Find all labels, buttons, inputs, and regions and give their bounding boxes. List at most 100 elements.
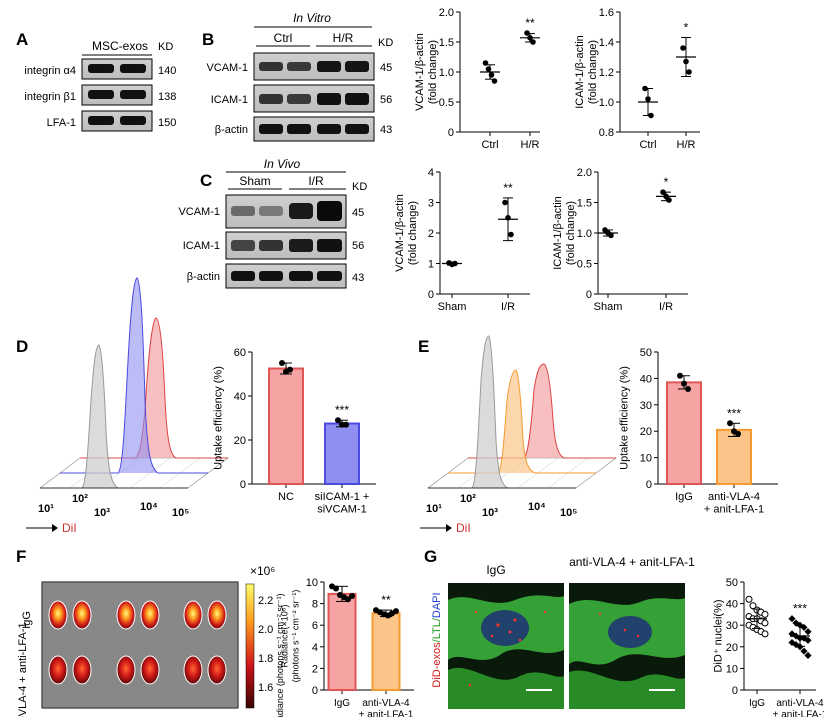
data-point — [335, 417, 341, 424]
flow-e-tick: 10¹ — [426, 503, 442, 515]
y-tick-label: 1.4 — [599, 37, 614, 49]
chart-f-radiance: 0 2 4 6 8 10 Radiance(×10⁶) (photons s⁻¹ cm⁻² s… — [280, 577, 414, 717]
flow-e-tick: 10³ — [482, 507, 498, 519]
flow-d-tick: 10⁵ — [172, 507, 189, 519]
data-point — [666, 197, 672, 203]
y-axis-label: DiD⁺ nuclei(%) — [713, 599, 725, 672]
data-point — [800, 647, 808, 655]
significance-mark: ** — [503, 181, 513, 195]
y-axis-label: (fold change) — [427, 40, 439, 104]
data-point — [279, 360, 285, 366]
data-point — [287, 366, 293, 373]
x-tick-label: siICAM-1 + siVCAM-1 — [315, 491, 370, 516]
x-tick-label: anti-VLA-4 + anit-LFA-1 — [773, 698, 824, 717]
flow-e-arrow-head — [446, 524, 452, 532]
blot-a-band — [88, 64, 114, 73]
imaging-f-row-label-1: IgG — [21, 611, 33, 629]
blot-b-band — [345, 93, 369, 105]
imaging-f-kidney — [183, 655, 203, 685]
data-point — [393, 608, 399, 615]
y-tick-label: 0 — [586, 289, 592, 301]
imaging-g-tubule — [569, 670, 685, 709]
imaging-g-col-label-1: IgG — [486, 563, 505, 577]
y-axis-label-group: Uptake efficiency (%) — [213, 366, 225, 470]
bar — [371, 612, 401, 692]
data-point — [345, 596, 351, 603]
imaging-f-kidney — [207, 655, 227, 685]
y-axis-label-group: VCAM-1/β-actin (fold change) — [394, 194, 419, 272]
blot-a-kd-2: 138 — [158, 91, 176, 103]
flow-d-arrow-head — [52, 524, 58, 532]
imaging-f-kidney-row-2 — [48, 655, 227, 685]
blot-c-band — [317, 201, 342, 221]
y-axis-label: Uptake efficiency (%) — [213, 366, 225, 470]
bar — [324, 422, 360, 485]
chart-b-icam: 0.8 1.0 1.2 1.4 1.6 ICAM-1/β-actin (fold chang… — [574, 7, 700, 151]
blot-c-band — [289, 203, 313, 219]
data-point — [804, 628, 812, 636]
flow-d-axis-label: DiI — [62, 521, 77, 535]
flow-e-tick: 10⁴ — [528, 501, 546, 513]
blot-b-row-label-3: β-actin — [215, 124, 248, 136]
panel-letter-a: A — [16, 30, 28, 49]
significance-mark: * — [664, 175, 669, 189]
blot-b-group-1: Ctrl — [274, 31, 293, 45]
flow-e-tick: 10⁵ — [560, 507, 577, 519]
y-axis-label-group: DiD⁺ nuclei(%) — [713, 599, 725, 672]
flow-d-tick: 10¹ — [38, 503, 54, 515]
flow-e-hist-orange — [448, 369, 596, 474]
y-tick-label: 2.0 — [439, 7, 454, 19]
imaging-f-kidney — [140, 655, 160, 685]
flow-e-axis-label: DiI — [456, 521, 471, 535]
blot-b-row-label-2: ICAM-1 — [211, 94, 248, 106]
y-axis-label-group: VCAM-1/β-actin (fold change) — [414, 33, 439, 111]
blot-a-row-label-1: integrin α4 — [24, 65, 76, 77]
imaging-f-scale-label: Radiance (photons s⁻¹ cm⁻² sr⁻¹) — [275, 593, 285, 717]
blot-a-row-label-2: integrin β1 — [24, 91, 76, 103]
y-tick-label: 6 — [312, 620, 318, 632]
imaging-f-scale-tick: 2.0 — [258, 624, 273, 636]
x-tick-label: IgG — [334, 698, 350, 709]
data-point — [608, 232, 614, 239]
blot-c-kd-label: KD — [352, 181, 367, 193]
chart-b-vcam: 0 0.5 1.0 1.5 2.0 VCAM-1/β-actin (fold change)… — [414, 7, 540, 151]
y-tick-label: 20 — [234, 435, 246, 447]
data-point — [804, 651, 812, 659]
bar — [268, 367, 304, 485]
x-tick-label: Sham — [438, 301, 467, 313]
panel-letter-c: C — [200, 171, 212, 190]
y-tick-label: 10 — [640, 453, 652, 465]
significance-mark: *** — [793, 602, 807, 616]
y-tick-label: 30 — [640, 400, 652, 412]
blot-b-group-2: H/R — [333, 31, 354, 45]
bar — [666, 381, 702, 485]
y-tick-label: 40 — [640, 373, 652, 385]
blot-b-row-label-1: VCAM-1 — [206, 62, 248, 74]
imaging-g-col-label-2: anti-VLA-4 + anit-LFA-1 — [569, 555, 695, 569]
y-axis-label: VCAM-1/β-actin — [414, 33, 426, 111]
blot-c-band — [259, 240, 283, 251]
imaging-g-tubule — [448, 667, 564, 709]
y-axis-label: (photons s⁻¹ cm⁻² sr⁻¹) — [291, 590, 301, 683]
flow-e-hist-gray — [428, 335, 576, 489]
blot-b-band — [287, 94, 311, 104]
blot-a-header: MSC-exos — [92, 39, 148, 53]
y-axis-label-group: ICAM-1/β-actin (fold change) — [574, 35, 599, 109]
bar — [327, 592, 357, 692]
flow-d-tick: 10³ — [94, 507, 110, 519]
data-point — [343, 421, 349, 428]
y-tick-label: 0 — [448, 127, 454, 139]
panel-letter-g: G — [424, 547, 437, 566]
imaging-g-image-igg — [448, 583, 564, 709]
x-tick-label: I/R — [659, 301, 673, 313]
y-tick-label: 2.0 — [577, 167, 592, 179]
x-tick-label: Sham — [594, 301, 623, 313]
panel-letter-f: F — [16, 547, 26, 566]
imaging-g-image-treated — [569, 583, 685, 709]
blot-c-kd-1: 45 — [352, 207, 364, 219]
imaging-f-kidney — [207, 600, 227, 630]
imaging-g-stain-green: /LTL/ — [431, 617, 443, 642]
chart-d-uptake: 0 20 40 60 Uptake efficiency (%) NC siICAM-1 +… — [213, 347, 376, 516]
blot-b-band — [345, 61, 369, 72]
flow-e-hist-red — [468, 363, 616, 459]
